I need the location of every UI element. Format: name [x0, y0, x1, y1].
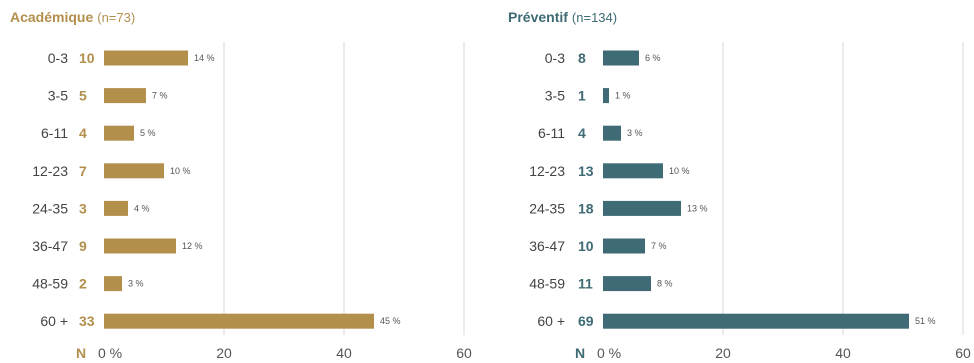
bar: [603, 163, 663, 179]
count-label: 5: [79, 88, 87, 104]
count-label: 10: [79, 50, 95, 66]
data-label: 5 %: [140, 128, 156, 138]
count-label: 7: [79, 163, 87, 179]
bar: [104, 88, 146, 104]
category-label: 48-59: [529, 276, 565, 292]
data-label: 13 %: [687, 203, 708, 213]
data-label: 8 %: [657, 279, 673, 289]
count-label: 11: [578, 276, 593, 292]
count-label: 33: [79, 313, 95, 329]
bar: [104, 200, 128, 216]
count-header: N: [76, 345, 86, 361]
bar: [104, 163, 164, 179]
bar: [104, 238, 176, 254]
category-label: 6-11: [538, 125, 565, 141]
category-label: 48-59: [32, 276, 68, 292]
x-tick-label: 60: [955, 345, 971, 361]
chart-title: Académique (n=73): [10, 9, 135, 25]
category-label: 12-23: [32, 163, 68, 179]
x-tick-label: 20: [715, 345, 731, 361]
count-label: 8: [578, 50, 586, 66]
count-label: 4: [578, 125, 586, 141]
bar: [603, 88, 609, 104]
category-label: 3-5: [545, 88, 565, 104]
data-label: 3 %: [627, 128, 643, 138]
count-label: 4: [79, 125, 87, 141]
data-label: 14 %: [194, 53, 215, 63]
x-tick-label: 40: [835, 345, 851, 361]
category-label: 36-47: [529, 238, 565, 254]
category-label: 12-23: [529, 163, 565, 179]
bar: [603, 50, 639, 66]
data-label: 45 %: [380, 316, 401, 326]
category-label: 60 +: [537, 313, 565, 329]
count-label: 13: [578, 163, 594, 179]
x-tick-label: 60: [456, 345, 472, 361]
data-label: 7 %: [152, 91, 168, 101]
category-label: 60 +: [40, 313, 68, 329]
category-label: 0-3: [48, 50, 68, 66]
bar: [603, 200, 681, 216]
data-label: 10 %: [669, 166, 690, 176]
bar: [104, 50, 188, 66]
data-label: 51 %: [915, 316, 936, 326]
category-label: 36-47: [32, 238, 68, 254]
data-label: 10 %: [170, 166, 191, 176]
x-tick-label: 0 %: [98, 345, 122, 361]
chart-subtitle: (n=73): [97, 10, 135, 25]
data-label: 4 %: [134, 203, 150, 213]
x-tick-label: 0 %: [597, 345, 621, 361]
x-tick-label: 20: [216, 345, 232, 361]
chart-subtitle: (n=134): [572, 10, 617, 25]
data-label: 3 %: [128, 279, 144, 289]
data-label: 1 %: [615, 91, 631, 101]
count-label: 10: [578, 238, 594, 254]
data-label: 12 %: [182, 241, 203, 251]
count-header: N: [575, 345, 585, 361]
chart-title: Préventif (n=134): [508, 9, 617, 25]
bar: [104, 125, 134, 141]
bar: [603, 313, 909, 329]
category-label: 3-5: [48, 88, 68, 104]
category-label: 6-11: [41, 125, 68, 141]
count-label: 69: [578, 313, 594, 329]
bar: [603, 125, 621, 141]
category-label: 24-35: [32, 200, 68, 216]
chart-title-main: Académique: [10, 9, 93, 25]
x-tick-label: 40: [336, 345, 352, 361]
data-label: 7 %: [651, 241, 667, 251]
category-label: 0-3: [545, 50, 565, 66]
bar: [104, 276, 122, 292]
count-label: 2: [79, 276, 87, 292]
chart-title-main: Préventif: [508, 9, 568, 25]
category-label: 24-35: [529, 200, 565, 216]
count-label: 18: [578, 200, 594, 216]
bar: [603, 276, 651, 292]
bar: [104, 313, 374, 329]
count-label: 1: [578, 88, 586, 104]
data-label: 6 %: [645, 53, 661, 63]
bar: [603, 238, 645, 254]
count-label: 9: [79, 238, 87, 254]
count-label: 3: [79, 200, 87, 216]
